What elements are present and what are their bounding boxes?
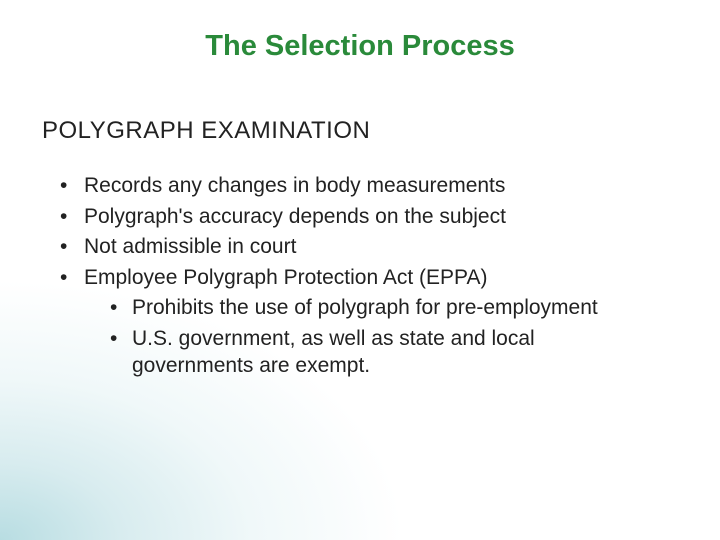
bullet-list: Records any changes in body measurements…: [56, 172, 650, 380]
bullet-text: Prohibits the use of polygraph for pre-e…: [132, 296, 598, 319]
list-item: Employee Polygraph Protection Act (EPPA)…: [56, 264, 650, 380]
slide: The Selection Process POLYGRAPH EXAMINAT…: [0, 0, 720, 540]
bullet-text: U.S. government, as well as state and lo…: [132, 327, 535, 378]
list-item: Records any changes in body measurements: [56, 172, 650, 200]
sub-bullet-list: Prohibits the use of polygraph for pre-e…: [84, 294, 650, 380]
list-item: U.S. government, as well as state and lo…: [108, 325, 650, 380]
slide-body: Records any changes in body measurements…: [56, 172, 650, 383]
list-item: Prohibits the use of polygraph for pre-e…: [108, 294, 650, 322]
bullet-text: Not admissible in court: [84, 235, 296, 258]
bullet-text: Employee Polygraph Protection Act (EPPA): [84, 266, 487, 289]
list-item: Polygraph's accuracy depends on the subj…: [56, 203, 650, 231]
bullet-text: Records any changes in body measurements: [84, 174, 505, 197]
bullet-text: Polygraph's accuracy depends on the subj…: [84, 205, 506, 228]
list-item: Not admissible in court: [56, 233, 650, 261]
slide-title: The Selection Process: [0, 30, 720, 63]
slide-subheading: POLYGRAPH EXAMINATION: [42, 117, 370, 145]
